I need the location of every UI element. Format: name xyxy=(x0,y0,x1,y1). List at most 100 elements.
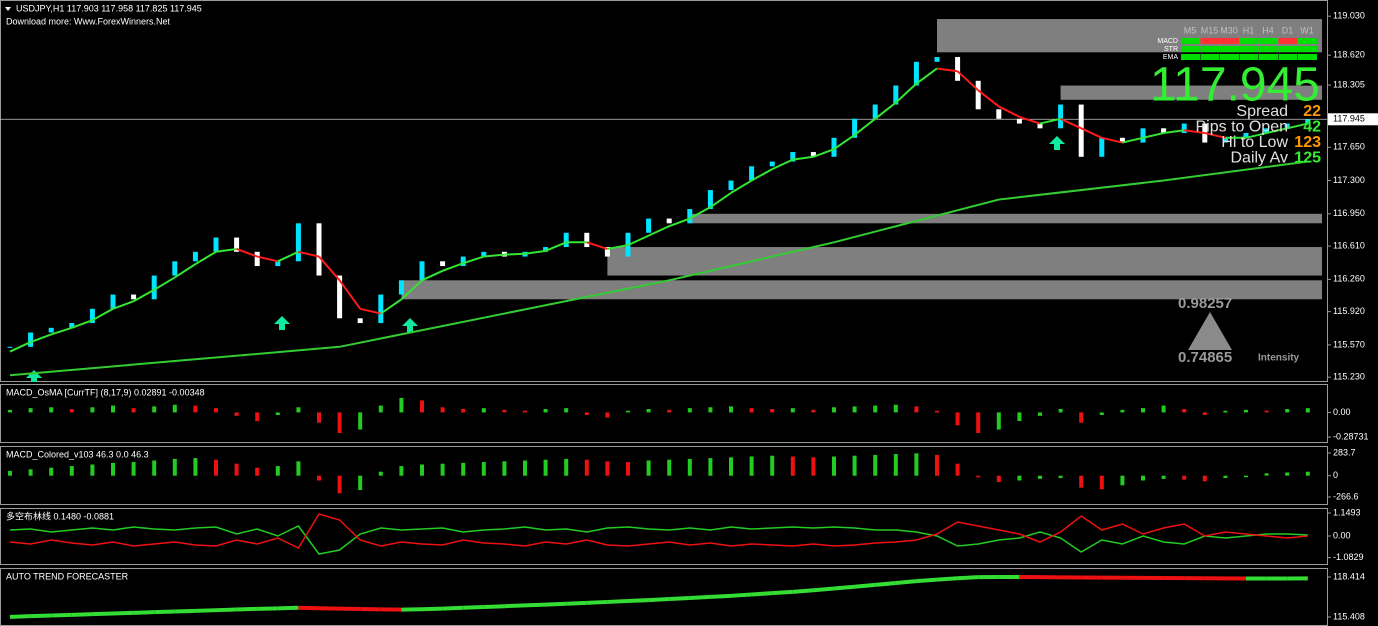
histogram-bar xyxy=(790,456,795,476)
histogram-bar xyxy=(49,407,54,413)
candle-body xyxy=(707,190,713,210)
candle-body xyxy=(955,57,961,81)
fast-ma-segment xyxy=(1080,127,1103,139)
candle-body xyxy=(563,232,569,248)
y-tick-label: 116.950 xyxy=(1333,208,1365,218)
info-value: 22 xyxy=(1303,103,1321,120)
histogram-bar xyxy=(729,406,733,413)
timeframe-label: M5 xyxy=(1184,25,1197,35)
timeframe-label: H4 xyxy=(1262,25,1274,35)
histogram-bar xyxy=(193,458,198,476)
signal-cell xyxy=(1181,38,1200,44)
histogram-bar xyxy=(811,409,816,413)
info-label: Daily Av xyxy=(1230,150,1288,167)
histogram-bar xyxy=(626,410,630,413)
histogram-bar xyxy=(28,469,33,476)
histogram-bar xyxy=(873,405,878,413)
histogram-bar xyxy=(69,409,74,413)
histogram-bar xyxy=(234,412,239,416)
histogram-bar xyxy=(811,457,816,476)
fast-ma-segment xyxy=(359,307,382,315)
trend-segment xyxy=(833,584,855,591)
panel-title: MACD_OsMA [CurrTF] (8,17,9) 0.02891 -0.0… xyxy=(6,387,205,397)
signal-cell xyxy=(1181,54,1200,60)
histogram-bar xyxy=(1264,410,1269,413)
fast-ma-segment xyxy=(277,250,299,263)
signal-cell xyxy=(1259,54,1278,60)
histogram-bar xyxy=(358,412,363,430)
signal-cell xyxy=(1220,38,1239,44)
y-tick-label: 1.1493 xyxy=(1333,507,1361,517)
histogram-bar xyxy=(502,409,507,413)
trend-segment xyxy=(627,598,649,604)
histogram-bar xyxy=(1244,475,1248,478)
histogram-bar xyxy=(255,467,260,476)
histogram-bar xyxy=(914,406,919,413)
fast-ma-segment xyxy=(1266,127,1288,135)
histogram-bar xyxy=(873,454,878,476)
signal-cell xyxy=(1220,54,1239,60)
trend-segment xyxy=(442,605,464,611)
signal-cell xyxy=(1259,46,1278,52)
histogram-bar xyxy=(935,454,939,476)
histogram-bar xyxy=(49,467,54,476)
histogram-bar xyxy=(646,409,651,413)
histogram-bar xyxy=(440,463,445,476)
histogram-bar xyxy=(337,412,342,433)
histogram-bar xyxy=(1202,412,1207,415)
trend-segment xyxy=(51,612,72,618)
trend-segment xyxy=(751,591,773,597)
price-box-label: 117.945 xyxy=(1333,114,1365,124)
histogram-bar xyxy=(564,458,569,476)
fast-ma-segment xyxy=(215,247,237,253)
histogram-bar xyxy=(461,462,466,476)
histogram-bar xyxy=(1079,475,1084,488)
fast-ma-segment xyxy=(709,192,732,208)
histogram-bar xyxy=(1120,475,1125,486)
zone xyxy=(689,213,1322,224)
histogram-bar xyxy=(584,459,589,476)
trend-segment xyxy=(607,599,629,604)
y-tick-label: 115.570 xyxy=(1333,339,1365,349)
histogram-bar xyxy=(626,462,630,476)
signal-cell xyxy=(1239,38,1259,44)
y-tick-label: 115.230 xyxy=(1333,372,1365,382)
fast-ma-segment xyxy=(730,179,753,194)
histogram-bar xyxy=(605,461,610,476)
info-label: Hi to Low xyxy=(1221,134,1288,151)
histogram-bar xyxy=(1058,475,1063,479)
trend-segment xyxy=(875,581,896,587)
histogram-bar xyxy=(523,410,527,413)
fast-ma-segment xyxy=(1245,132,1267,139)
trend-segment xyxy=(916,577,938,584)
histogram-bar xyxy=(1017,475,1022,481)
trend-segment xyxy=(236,606,258,612)
zone xyxy=(1060,85,1322,100)
histogram-bar xyxy=(420,464,424,476)
trend-segment xyxy=(566,600,587,606)
candle-body xyxy=(419,261,425,281)
candle-body xyxy=(728,180,734,191)
histogram-bar xyxy=(440,407,445,413)
fast-ma-segment xyxy=(442,262,464,272)
slow-ma xyxy=(9,160,1308,377)
fast-ma-segment xyxy=(400,279,423,301)
overlay-label: 0.98257 xyxy=(1178,295,1232,312)
fast-ma-segment xyxy=(1122,136,1144,144)
histogram-bar xyxy=(399,466,404,476)
histogram-bar xyxy=(687,408,692,413)
histogram-bar xyxy=(955,463,960,476)
fast-ma-segment xyxy=(236,248,258,258)
candle-body xyxy=(89,308,95,324)
indicator-line xyxy=(9,525,1308,555)
signal-name: EMA xyxy=(1163,54,1179,61)
histogram-bar xyxy=(1058,409,1063,413)
fast-ma-segment xyxy=(91,307,114,322)
zone xyxy=(401,280,1322,300)
histogram-bar xyxy=(214,408,218,413)
fast-ma-segment xyxy=(50,326,73,336)
histogram-bar xyxy=(69,466,74,476)
histogram-bar xyxy=(1017,412,1022,421)
histogram-bar xyxy=(1120,409,1125,413)
